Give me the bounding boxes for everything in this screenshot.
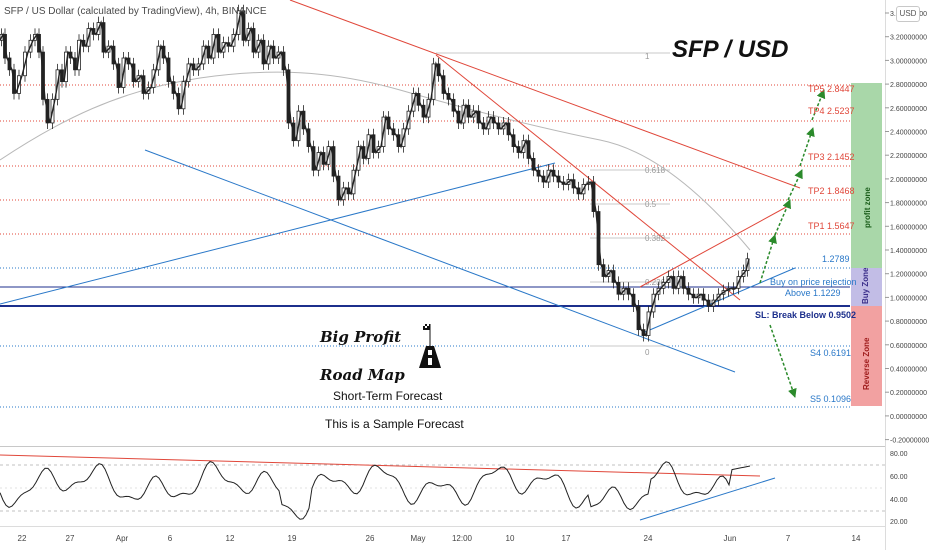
price-tick-label: 0.00000000 <box>890 414 927 421</box>
price-tick-label: 2.80000000 <box>890 82 927 89</box>
profit-zone-label: profit zone <box>863 187 872 228</box>
forecast-arrow-5 <box>811 89 826 121</box>
currency-badge[interactable]: USD <box>896 6 920 22</box>
red-trendline-short <box>435 54 741 301</box>
time-tick-label: Jun <box>724 534 737 543</box>
time-tick-label: 6 <box>168 534 173 543</box>
rsi-tick-label: 20.00 <box>890 519 908 526</box>
price-tick-label: 3.00000000 <box>890 58 927 65</box>
price-tick-label: 2.40000000 <box>890 130 927 137</box>
forecast-arrow-4 <box>799 127 815 167</box>
tp4-label: TP4 2.5237 <box>808 106 855 116</box>
price-line <box>0 10 750 338</box>
brand-line-2: Road Map <box>320 366 405 384</box>
blue-trendline-rising <box>0 162 556 305</box>
rsi-tick-label: 80.00 <box>890 451 908 458</box>
brand-line-1: Big Profit <box>320 328 402 346</box>
tp3-label: TP3 2.1452 <box>808 152 855 162</box>
tp1-label: TP1 1.5647 <box>808 221 855 231</box>
buy-zone <box>851 268 882 306</box>
price-tick-label: 1.00000000 <box>890 295 927 302</box>
time-tick-label: 26 <box>366 534 375 543</box>
forecast-arrow-2 <box>774 199 791 236</box>
s4-label: S4 0.6191 <box>810 348 852 358</box>
moving-average-line <box>0 71 751 251</box>
blue-trendline-falling <box>144 149 736 373</box>
time-tick-label: 12:00 <box>452 534 473 543</box>
price-tick-label: 3.20000000 <box>890 35 927 42</box>
rsi-tick-label: 60.00 <box>890 474 908 481</box>
tp2-label: TP2 1.8468 <box>808 186 855 196</box>
price-tick-label: 1.20000000 <box>890 272 927 279</box>
fib-1-label: 1 <box>645 52 650 61</box>
time-tick-label: 24 <box>644 534 653 543</box>
tp5-label: TP5 2.8447 <box>808 84 855 94</box>
forecast-arrow-down <box>769 324 797 398</box>
time-tick-label: 7 <box>786 534 791 543</box>
time-tick-label: 10 <box>506 534 515 543</box>
forecast-arrow-3 <box>787 169 803 201</box>
fib-05-label: 0.5 <box>645 200 657 209</box>
brand-subtitle: Short-Term Forecast <box>333 389 443 403</box>
reverse-zone-label: Reverse Zone <box>862 337 871 390</box>
forecast-arrow-1 <box>759 234 777 284</box>
time-tick-label: 22 <box>18 534 27 543</box>
price-axis[interactable]: 3.400000003.200000003.000000002.80000000… <box>885 11 929 445</box>
symbol-header[interactable]: SFP / US Dollar (calculated by TradingVi… <box>4 6 267 17</box>
sl-label: SL: Break Below 0.9502 <box>755 310 857 320</box>
chart-title: SFP / USD <box>672 36 789 63</box>
time-tick-label: Apr <box>116 534 129 543</box>
rsi-tick-label: 40.00 <box>890 497 908 504</box>
rsi-red-trendline <box>0 454 761 477</box>
time-tick-label: 27 <box>66 534 75 543</box>
price-tick-label: 2.00000000 <box>890 177 927 184</box>
price-tick-label: 1.80000000 <box>890 201 927 208</box>
fib-0-label: 0 <box>645 348 650 357</box>
price-tick-label: 0.40000000 <box>890 367 927 374</box>
fib-0382-label: 0.382 <box>645 234 666 243</box>
buy-zone-label: Buy Zone <box>861 267 870 304</box>
reverse-zone <box>851 306 882 406</box>
price-tick-label: 1.60000000 <box>890 224 927 231</box>
road-sign-icon <box>419 324 441 368</box>
price-tick-label: -0.20000000 <box>890 438 929 445</box>
price-tick-label: 0.20000000 <box>890 390 927 397</box>
time-tick-label: 17 <box>562 534 571 543</box>
price-tick-label: 0.80000000 <box>890 319 927 326</box>
price-tick-label: 1.40000000 <box>890 248 927 255</box>
fib-0618-label: 0.618 <box>645 166 666 175</box>
time-tick-label: 19 <box>288 534 297 543</box>
time-tick-label: May <box>410 534 425 543</box>
fib-0236-label: 0.236 <box>645 278 666 287</box>
red-trendline-long <box>289 0 801 189</box>
s5-label: S5 0.1096 <box>810 394 852 404</box>
buy-rejection-label: Buy on price rejection <box>770 277 857 287</box>
rsi-line <box>0 461 751 520</box>
price-candles <box>0 4 750 342</box>
time-tick-label: 12 <box>226 534 235 543</box>
price-tick-label: 2.60000000 <box>890 106 927 113</box>
above-label: Above 1.1229 <box>785 288 841 298</box>
price-level-label: 1.2789 <box>822 254 850 264</box>
price-tick-label: 2.20000000 <box>890 153 927 160</box>
price-tick-label: 0.60000000 <box>890 343 927 350</box>
time-tick-label: 14 <box>852 534 861 543</box>
profit-zone <box>851 83 882 268</box>
sample-note: This is a Sample Forecast <box>325 417 464 431</box>
red-rising-line <box>639 204 791 288</box>
rsi-blue-trendline <box>639 477 776 521</box>
time-axis[interactable]: 22 27 Apr 6 12 19 26 May 12:00 10 17 24 Jun 7 14 <box>18 534 861 543</box>
rsi-axis[interactable]: 80.00 60.00 40.00 20.00 <box>890 451 908 526</box>
